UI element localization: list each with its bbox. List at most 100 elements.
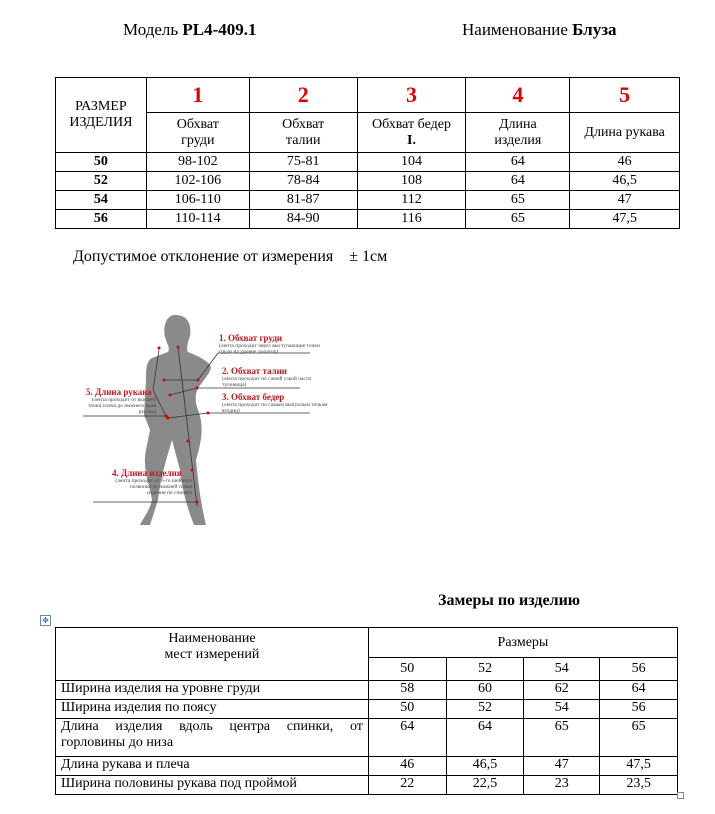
col-label-sub: I. xyxy=(407,132,416,148)
figure-label: 4. Длина изделия (лента проходит от 6-го … xyxy=(112,468,192,496)
table-cell: 47,5 xyxy=(569,209,680,229)
table-row: Длина изделия вдоль центра спинки, от го… xyxy=(55,718,678,757)
table-cell: 64 xyxy=(465,152,571,172)
table-row: Ширина изделия по поясу 50 52 54 56 xyxy=(55,699,678,719)
table-cell: 104 xyxy=(356,152,467,172)
figure-label-title: 2. Обхват талии xyxy=(222,366,287,376)
table-cell: 47 xyxy=(523,756,601,776)
name-value: Блуза xyxy=(572,20,617,39)
col-label-text: Обхват бедер xyxy=(372,116,451,132)
table-resize-handle[interactable] xyxy=(677,792,684,799)
size-header-cell: 50 xyxy=(367,657,447,681)
table-cell: 62 xyxy=(523,680,601,700)
figure-label-note: (лента проходит по самой узкой части тул… xyxy=(222,376,312,388)
figure-label-title: 1. Обхват груди xyxy=(219,333,283,343)
table-cell: 50 xyxy=(367,699,447,719)
table-cell: 108 xyxy=(356,171,467,191)
figure-label-title: 4. Длина изделия xyxy=(112,468,182,478)
table-cell: 78-84 xyxy=(248,171,358,191)
table-cell: 46,5 xyxy=(569,171,680,191)
table-cell: 64 xyxy=(445,718,525,757)
size-cell: 54 xyxy=(55,190,147,210)
sizes-header: Размеры xyxy=(367,627,679,658)
size-table: РАЗМЕР ИЗДЕЛИЯ 1 2 3 4 5 Обхват груди Об… xyxy=(55,77,680,229)
table-cell: 102-106 xyxy=(145,171,250,191)
name-line: Наименование Блуза xyxy=(462,20,617,40)
table-cell: 65 xyxy=(599,718,678,757)
size-header-cell: 54 xyxy=(523,657,601,681)
model-label: Модель xyxy=(123,20,179,39)
col-label: Обхват бедер I. xyxy=(356,112,467,153)
table-cell: 47 xyxy=(569,190,680,210)
size-cell: 50 xyxy=(55,152,147,172)
model-line: Модель PL4-409.1 xyxy=(123,20,257,40)
figure-label: 1. Обхват груди (лента проходит через выс… xyxy=(219,333,334,355)
figure-label-title: 5. Длина рукава xyxy=(86,387,152,397)
table-cell: 23 xyxy=(523,775,601,795)
table-row: Ширина изделия на уровне груди 58 60 62 64 xyxy=(55,680,678,700)
table-cell: 64 xyxy=(599,680,678,700)
size-header-cell: 56 xyxy=(599,657,678,681)
table-cell: 22 xyxy=(367,775,447,795)
table-cell: 64 xyxy=(367,718,447,757)
table-cell: 98-102 xyxy=(145,152,250,172)
table-cell: 81-87 xyxy=(248,190,358,210)
table-cell: 64 xyxy=(465,171,571,191)
tolerance-text: Допустимое отклонение от измерения xyxy=(73,248,334,265)
figure-label-note: (лента проходит по самым выпуклым точкам… xyxy=(222,402,328,414)
col-label: Обхват талии xyxy=(248,112,358,153)
figure-label-note: (лента проходит через выступающие точки … xyxy=(219,343,320,355)
col-num: 3 xyxy=(356,77,467,113)
table-cell: 23,5 xyxy=(599,775,678,795)
figure-label: 2. Обхват талии (лента проходит по самой … xyxy=(222,366,327,388)
name-header: Наименование мест измерений xyxy=(55,627,369,681)
table-cell: 65 xyxy=(465,209,571,229)
table-cell: 106-110 xyxy=(145,190,250,210)
table-row: Длина рукава и плеча 46 46,5 47 47,5 xyxy=(55,756,678,776)
measurement-name: Ширина изделия на уровне груди xyxy=(55,680,369,700)
table-row: Ширина половины рукава под проймой 22 22,5… xyxy=(55,775,678,795)
measurement-name: Длина изделия вдоль центра спинки, от го… xyxy=(55,718,369,757)
table-cell: 116 xyxy=(356,209,467,229)
col-num: 4 xyxy=(465,77,571,113)
size-cell: 56 xyxy=(55,209,147,229)
figure-label: 5. Длина рукава (лента проходит от высшей… xyxy=(86,387,156,415)
tolerance-value: ± 1см xyxy=(349,248,388,265)
size-header-cell: 52 xyxy=(445,657,525,681)
table-row: 52 102-106 78-84 108 64 46,5 xyxy=(55,171,680,191)
size-header: РАЗМЕР ИЗДЕЛИЯ xyxy=(55,77,147,153)
table-cell: 56 xyxy=(599,699,678,719)
table-cell: 60 xyxy=(445,680,525,700)
table-cell: 47,5 xyxy=(599,756,678,776)
table-cell: 58 xyxy=(367,680,447,700)
table-cell: 84-90 xyxy=(248,209,358,229)
table-cell: 46 xyxy=(367,756,447,776)
table-cell: 110-114 xyxy=(145,209,250,229)
table-cell: 54 xyxy=(523,699,601,719)
col-label: Длина изделия xyxy=(465,112,571,153)
name-label: Наименование xyxy=(462,20,568,39)
model-value: PL4-409.1 xyxy=(182,20,257,39)
table-cell: 112 xyxy=(356,190,467,210)
figure-label-note: (лента проходит от 6-го шейного позвонка… xyxy=(115,478,192,496)
col-num: 2 xyxy=(248,77,358,113)
size-cell: 52 xyxy=(55,171,147,191)
product-table-title: Замеры по изделию xyxy=(438,592,581,609)
table-cell: 52 xyxy=(445,699,525,719)
measurement-name: Ширина половины рукава под проймой xyxy=(55,775,369,795)
col-label: Обхват груди xyxy=(145,112,250,153)
table-row: 54 106-110 81-87 112 65 47 xyxy=(55,190,680,210)
table-cell: 75-81 xyxy=(248,152,358,172)
figure-label-note: (лента проходит от высшей точки плеча до… xyxy=(88,397,156,415)
measurement-name: Ширина изделия по поясу xyxy=(55,699,369,719)
product-table: Наименование мест измерений Размеры 50 52… xyxy=(55,627,679,795)
table-row: 50 98-102 75-81 104 64 46 xyxy=(55,152,680,172)
figure-label-title: 3. Обхват бедер xyxy=(222,392,285,402)
table-move-handle-icon[interactable]: ✥ xyxy=(40,615,51,626)
measurement-name: Длина рукава и плеча xyxy=(55,756,369,776)
figure-label: 3. Обхват бедер (лента проходит по самым … xyxy=(222,392,332,414)
table-cell: 46,5 xyxy=(445,756,525,776)
table-row: 56 110-114 84-90 116 65 47,5 xyxy=(55,209,680,229)
table-cell: 22,5 xyxy=(445,775,525,795)
